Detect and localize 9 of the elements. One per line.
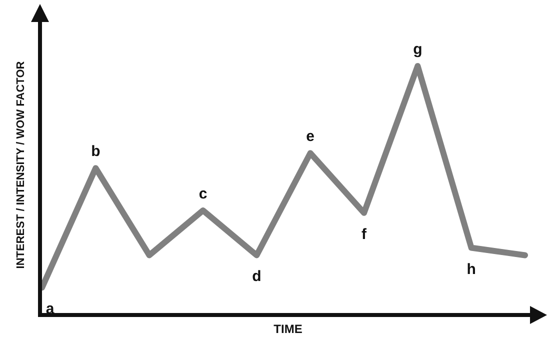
- y-axis-title: INTEREST / INTENSITY / WOW FACTOR: [15, 61, 27, 269]
- x-tick-label: h: [466, 260, 476, 278]
- x-tick-label: f: [362, 226, 368, 243]
- x-tick-label: e: [306, 128, 315, 146]
- x-tick-label: b: [91, 143, 100, 160]
- x-axis-title: TIME: [274, 322, 302, 336]
- x-tick-label: c: [198, 185, 208, 202]
- x-tick-label: g: [413, 41, 422, 58]
- x-tick-label: d: [252, 268, 262, 286]
